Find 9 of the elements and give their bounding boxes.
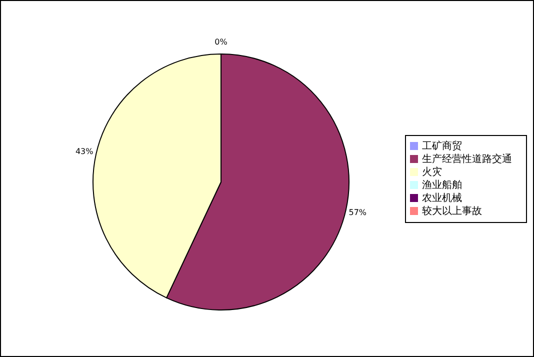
legend-label: 较大以上事故	[422, 206, 482, 216]
legend-label: 农业机械	[422, 192, 462, 204]
text: 0%	[214, 38, 228, 46]
legend-label: 生产经营性道路交通	[422, 154, 512, 164]
data-label: 57%	[348, 208, 367, 218]
legend-label: 工矿商贸	[422, 140, 462, 152]
data-label: 43%	[75, 146, 94, 156]
legend-label: 火灾	[422, 166, 442, 178]
legend-label: 渔业船舶	[422, 180, 462, 190]
